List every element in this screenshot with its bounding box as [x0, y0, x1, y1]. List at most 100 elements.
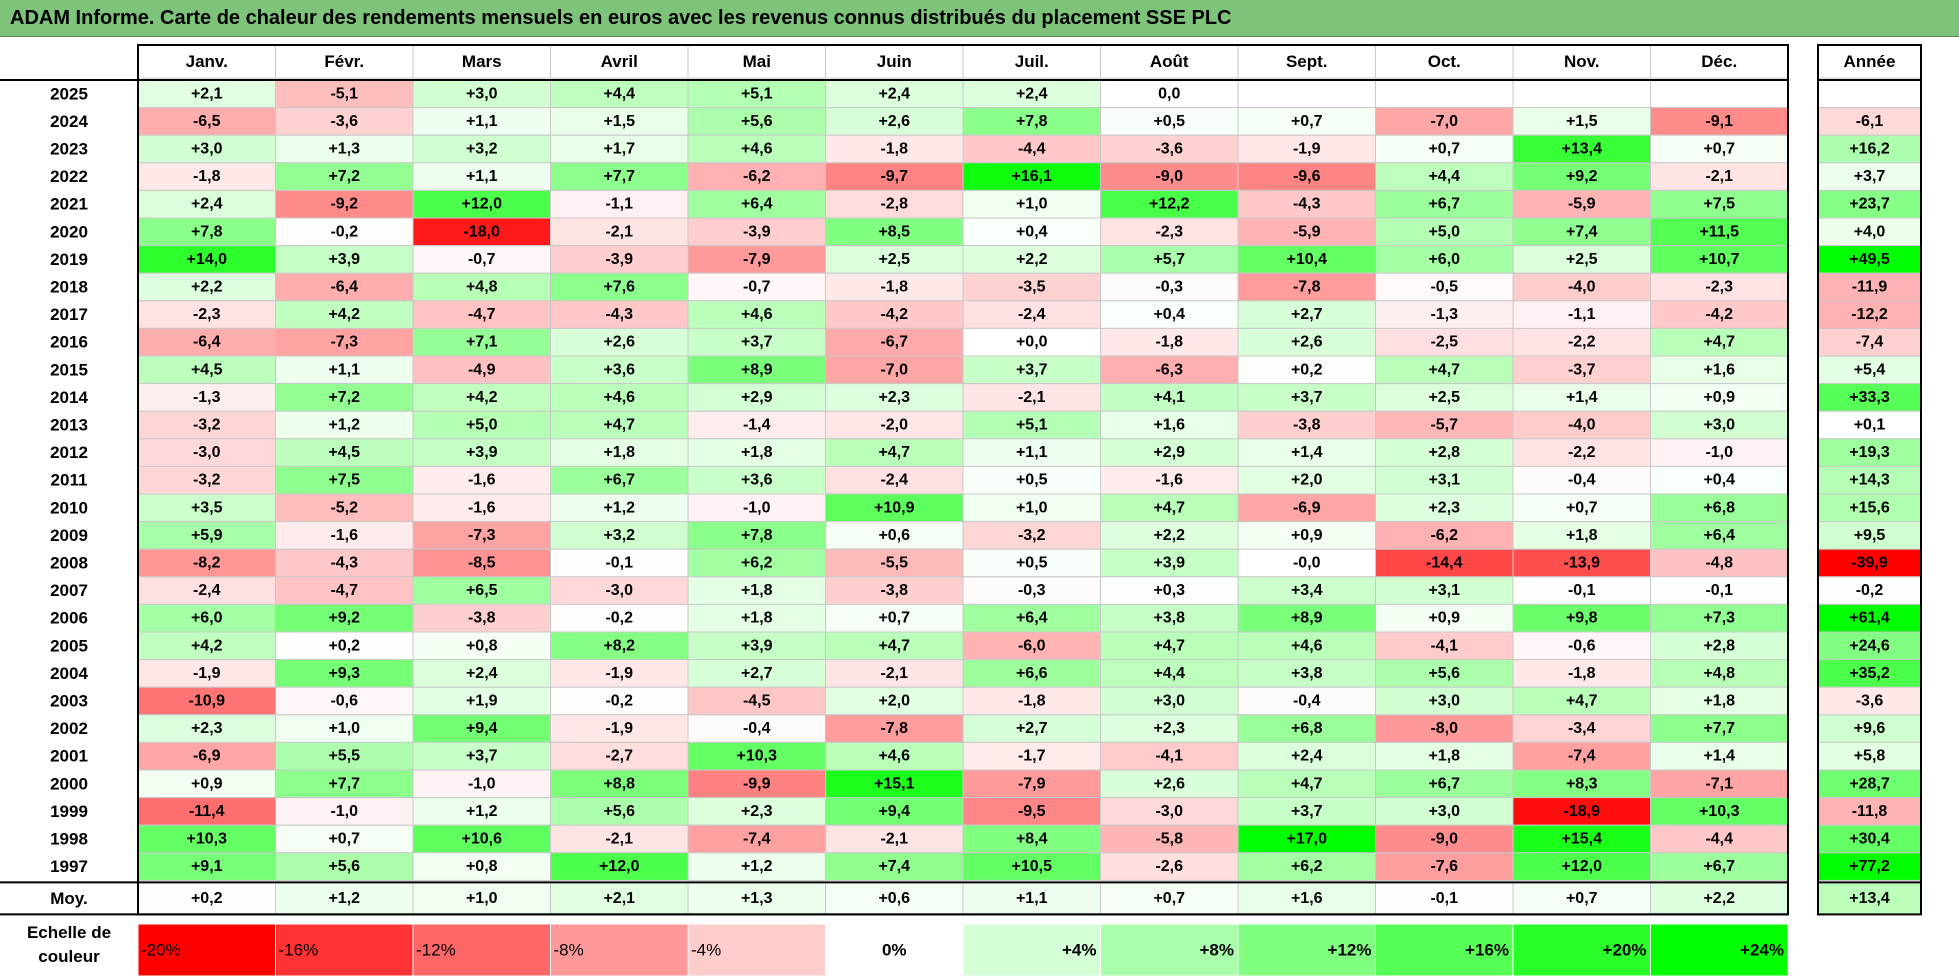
annual-cell [1817, 631, 1922, 661]
heat-cell-value: +0,7 [1566, 499, 1598, 516]
heat-cell-value: +0,4 [1016, 223, 1048, 240]
heat-cell [1375, 79, 1514, 109]
year-label: 2006 [50, 609, 88, 628]
heat-cell [137, 107, 276, 136]
heat-cell-value: -2,4 [193, 582, 221, 599]
heat-cell-value: +4,2 [191, 637, 223, 654]
heat-cell [687, 548, 826, 578]
annual-cell-value: +49,5 [1849, 251, 1890, 268]
heat-cell-value: +2,8 [1703, 637, 1735, 654]
heat-cell-value: +1,8 [603, 444, 635, 461]
year-label: 2017 [50, 305, 88, 324]
scale-swatch [1650, 923, 1789, 977]
average-cell [962, 881, 1101, 915]
average-cell-value: +1,1 [1016, 890, 1048, 907]
annual-cell-value: +15,6 [1849, 499, 1890, 516]
heat-cell-value: -9,1 [1705, 113, 1733, 130]
heat-cell-value: +1,1 [466, 168, 498, 185]
annual-cell-value: +9,5 [1854, 527, 1886, 544]
heat-cell-value: -5,7 [1430, 417, 1458, 434]
heat-cell-value: +4,7 [1566, 693, 1598, 710]
heat-cell [687, 686, 826, 716]
heat-cell-value: +5,9 [191, 527, 223, 544]
heat-cell [1237, 438, 1376, 467]
heat-cell-value: -2,0 [880, 417, 908, 434]
heat-cell [1650, 245, 1789, 274]
heat-cell [550, 465, 689, 495]
month-header-8: Août [1150, 52, 1189, 71]
heat-cell-value: +4,1 [1153, 389, 1185, 406]
average-cell [1512, 881, 1651, 915]
heat-cell-value: -0,2 [330, 223, 358, 240]
heat-cell-value: +4,8 [466, 279, 498, 296]
heat-cell-value: +5,6 [1428, 665, 1460, 682]
heat-cell-value: +11,5 [1699, 223, 1739, 240]
heat-cell [962, 521, 1101, 550]
heat-cell [1650, 741, 1789, 771]
heat-cell-value: -1,9 [605, 720, 633, 737]
heat-cell [137, 521, 276, 550]
heat-cell-value: +8,4 [1016, 831, 1048, 848]
heat-cell [137, 769, 276, 799]
heat-cell [687, 521, 826, 550]
heat-cell [825, 162, 964, 191]
month-header-cell [1237, 44, 1376, 79]
heat-cell-value: -6,5 [193, 113, 221, 130]
heat-cell [412, 465, 551, 495]
heat-cell [1512, 576, 1651, 605]
month-header-4: Avril [601, 52, 638, 71]
heat-cell-value: +8,2 [603, 637, 635, 654]
heat-cell-value: +2,3 [878, 389, 910, 406]
month-header-9: Sept. [1286, 52, 1328, 71]
annual-cell-value: +28,7 [1849, 775, 1890, 792]
heat-cell [1237, 824, 1376, 854]
heat-cell-value: -2,4 [1018, 306, 1046, 323]
scale-step-label: +4% [1062, 941, 1097, 960]
heat-cell [825, 189, 964, 219]
heat-cell-value: -1,9 [1293, 141, 1321, 158]
heat-cell-value: -7,0 [880, 361, 908, 378]
heat-cell [1100, 852, 1239, 881]
heat-cell [1512, 134, 1651, 164]
heat-cell-value: +0,7 [328, 831, 360, 848]
heat-cell-value: -6,2 [743, 168, 771, 185]
heat-cell [275, 300, 414, 329]
annual-cell [1817, 189, 1922, 219]
heat-cell [137, 327, 276, 357]
month-header-1: Janv. [186, 52, 228, 71]
heat-cell-value: 0,0 [1158, 85, 1180, 102]
heat-cell [1512, 217, 1651, 247]
annual-cell-value: +5,8 [1854, 748, 1886, 765]
heat-cell-value: +1,2 [603, 499, 635, 516]
heat-cell-value: +2,6 [1291, 334, 1323, 351]
heat-cell [962, 714, 1101, 743]
heat-cell [687, 659, 826, 688]
year-label: 2001 [50, 747, 88, 766]
heat-cell [1100, 272, 1239, 302]
heat-cell [1375, 245, 1514, 274]
heat-cell-value: -11,4 [189, 803, 225, 820]
scale-swatch [1100, 923, 1239, 977]
heat-cell [1237, 576, 1376, 605]
scale-swatch [1237, 923, 1376, 977]
heat-cell [275, 217, 414, 247]
heat-cell-value: +1,0 [1016, 196, 1048, 213]
heat-cell [1512, 769, 1651, 799]
heat-cell [550, 107, 689, 136]
heat-cell [275, 686, 414, 716]
heat-cell [1650, 493, 1789, 523]
heat-cell-value: -5,2 [330, 499, 358, 516]
heat-cell-value: +5,0 [1428, 223, 1460, 240]
heat-cell [1100, 741, 1239, 771]
heat-cell-value: +2,4 [1016, 85, 1048, 102]
heat-cell [1100, 631, 1239, 661]
heat-cell-value: +2,3 [741, 803, 773, 820]
heat-cell [412, 189, 551, 219]
month-header-6: Juin [877, 52, 912, 71]
month-header-cell [962, 44, 1101, 79]
scale-swatch [275, 923, 414, 977]
annual-cell-value: -6,1 [1856, 113, 1884, 130]
heat-cell-value: +0,5 [1153, 113, 1185, 130]
heat-cell-value: +15,1 [874, 775, 915, 792]
heat-cell-value: +0,2 [1291, 361, 1323, 378]
